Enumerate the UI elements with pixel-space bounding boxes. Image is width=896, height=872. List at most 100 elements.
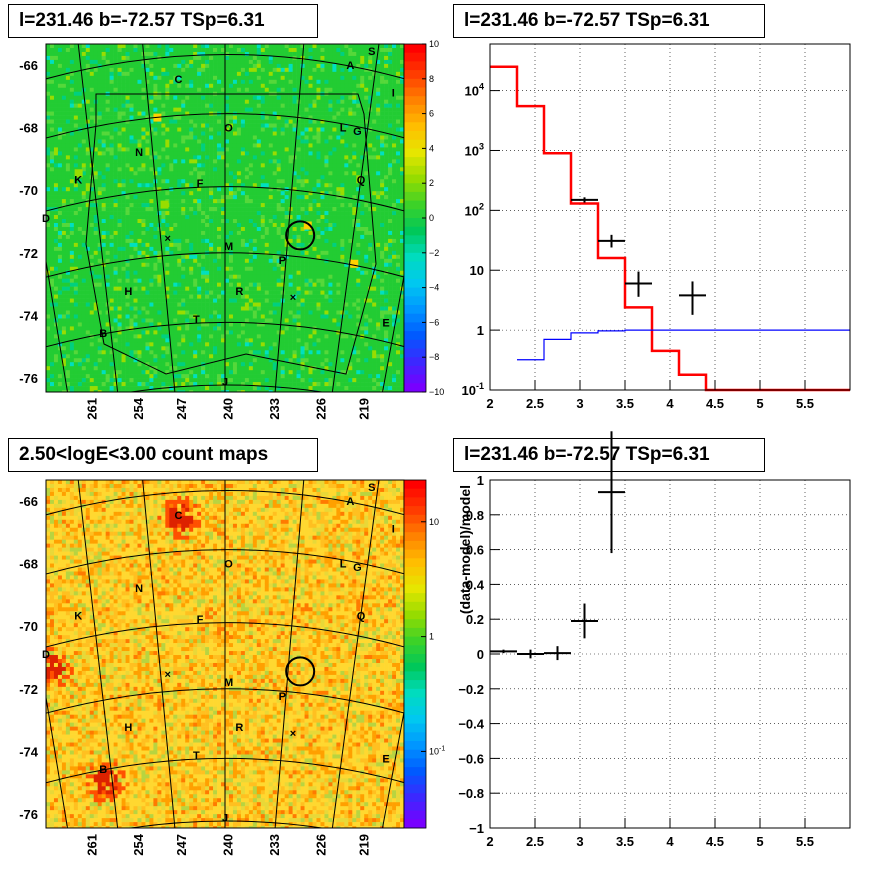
colorbar-0: 10 8 6 4 2 0 −2 −4 −6 −8 −10 (403, 39, 444, 397)
region-label-A: A (346, 60, 354, 72)
colorbar-tick: −10 (429, 387, 444, 397)
map-pixels (46, 480, 404, 828)
y-tick-label: 10 (470, 263, 484, 278)
y-tick-label: -70 (19, 619, 38, 634)
x-tick-label: 233 (267, 398, 282, 420)
region-label-H: H (124, 722, 132, 734)
colorbar-tick: 2 (429, 178, 434, 188)
colorbar-tick: 10-1 (429, 745, 445, 756)
ratio-point (571, 603, 598, 639)
x-tick-label: 2 (486, 834, 493, 849)
region-label-T: T (193, 314, 200, 326)
region-label-A: A (346, 496, 354, 508)
y-tick-label: -74 (19, 308, 39, 323)
x-tick-label: 4 (666, 834, 674, 849)
x-tick-label: 226 (314, 834, 329, 856)
x-tick-label: 5.5 (796, 396, 814, 411)
colorbar-tick: 4 (429, 143, 434, 153)
y-tick-label: 104 (465, 82, 484, 99)
x-tick-label: 3.5 (616, 834, 634, 849)
ratio-point (490, 649, 517, 654)
y-tick-label: 0.8 (466, 508, 484, 523)
region-label-F: F (197, 614, 204, 626)
region-label-K: K (74, 611, 82, 623)
region-label-M: M (224, 241, 233, 253)
source-cross: × (165, 669, 171, 681)
region-label-M: M (224, 677, 233, 689)
region-label-B: B (99, 764, 107, 776)
data-point (625, 271, 652, 297)
colorbar-tick: −8 (429, 352, 439, 362)
ratio-point (598, 431, 625, 554)
region-label-Q: Q (357, 611, 366, 623)
y-tick-label: -72 (19, 246, 38, 261)
x-tick-label: 3 (576, 396, 583, 411)
y-tick-label: 0.4 (466, 577, 485, 592)
spectrum-plot: 2 2.5 3 3.5 4 4.5 5 5.5 10-1 1 10 102 103 104 (462, 43, 851, 411)
region-label-S: S (368, 482, 375, 494)
x-tick-label: 5.5 (796, 834, 814, 849)
x-tick-label: 240 (221, 834, 236, 856)
colorbar-tick: 0 (429, 213, 434, 223)
bottom-left-title: 2.50<logE<3.00 count maps (8, 438, 318, 472)
region-label-K: K (74, 175, 82, 187)
y-tick-label: -74 (19, 744, 39, 759)
source-cross: × (290, 728, 296, 740)
colorbar-tick: 8 (429, 74, 434, 84)
x-tick-label: 4.5 (706, 834, 724, 849)
x-tick-label: 3.5 (616, 396, 634, 411)
x-tick-label: 3 (576, 834, 583, 849)
y-tick-label: 102 (465, 201, 484, 218)
y-tick-label: −0.6 (458, 751, 484, 766)
x-tick-label: 254 (131, 397, 146, 419)
y-tick-label: -70 (19, 183, 38, 198)
region-label-F: F (197, 178, 204, 190)
x-tick-label: 219 (357, 834, 372, 856)
region-label-G: G (353, 562, 362, 574)
region-label-H: H (124, 286, 132, 298)
region-label-B: B (99, 328, 107, 340)
region-label-E: E (382, 753, 389, 765)
region-label-I: I (392, 88, 395, 100)
region-label-R: R (235, 286, 243, 298)
source-cross: × (165, 233, 171, 245)
region-label-R: R (235, 722, 243, 734)
region-label-P: P (279, 691, 286, 703)
y-tick-label: −1 (469, 821, 484, 836)
x-tick-label: 261 (85, 398, 100, 420)
y-tick-label: -76 (19, 371, 38, 386)
region-label-N: N (135, 147, 143, 159)
region-label-E: E (382, 317, 389, 329)
coordinate-grid (46, 480, 404, 828)
x-tick-label: 247 (174, 834, 189, 856)
colorbar-tick: −2 (429, 248, 439, 258)
ratio-plot: 2 2.5 3 3.5 4 4.5 5 5.5 1 0.8 0.6 0.4 0.2 0 −0.2 −0.4 −0… (457, 431, 851, 849)
y-tick-label: -72 (19, 682, 38, 697)
y-tick-label: 1 (477, 323, 484, 338)
colorbar-2: 10 1 10-1 (403, 479, 445, 829)
ratio-point (544, 646, 571, 661)
ratio-point (517, 649, 544, 659)
region-label-O: O (224, 559, 233, 571)
x-tick-label: 4.5 (706, 396, 724, 411)
x-tick-label: 2 (486, 396, 493, 411)
source-circle (285, 220, 316, 251)
y-tick-label: -66 (19, 494, 38, 509)
x-tick-label: 226 (314, 398, 329, 420)
y-tick-label: 0.6 (466, 543, 484, 558)
y-tick-label: 10-1 (462, 381, 484, 398)
y-tick-label: −0.8 (458, 786, 484, 801)
x-tick-label: 4 (666, 396, 674, 411)
region-label-L: L (340, 123, 347, 135)
colorbar-tick: 10 (429, 39, 439, 49)
colorbar-tick: −4 (429, 283, 439, 293)
y-axis-title: (data-model)/model (457, 485, 473, 614)
y-tick-label: −0.2 (458, 682, 484, 697)
source-cross: × (290, 292, 296, 304)
region-label-N: N (135, 583, 143, 595)
x-tick-label: 2.5 (526, 834, 544, 849)
top-right-title: l=231.46 b=-72.57 TSp=6.31 (453, 4, 765, 38)
x-tick-label: 240 (221, 398, 236, 420)
x-tick-label: 233 (267, 834, 282, 856)
